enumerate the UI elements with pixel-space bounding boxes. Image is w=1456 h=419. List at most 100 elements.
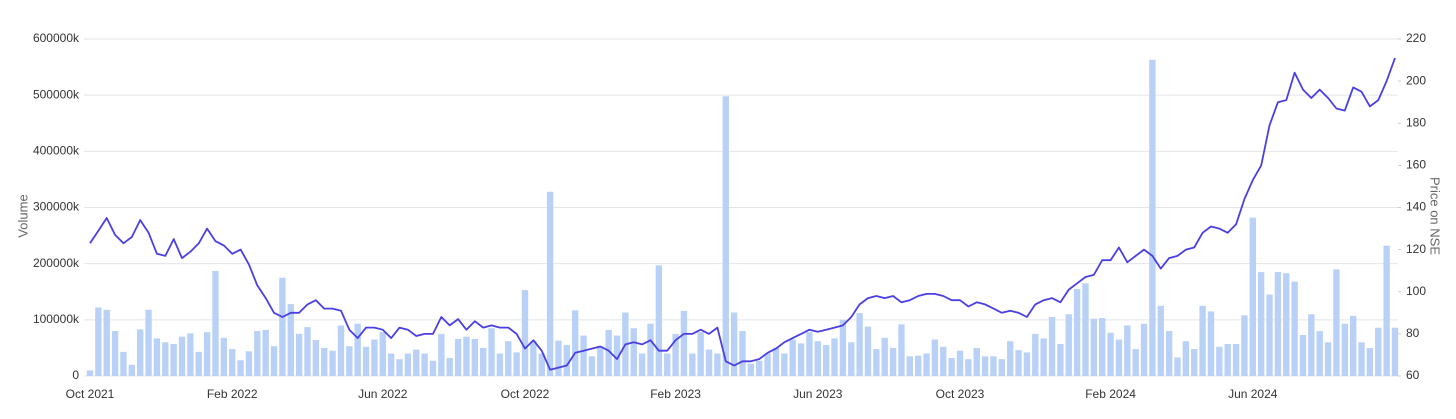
volume-bar (647, 323, 654, 376)
volume-bar (797, 343, 805, 376)
volume-bar (471, 338, 478, 376)
volume-bar (881, 337, 888, 376)
volume-bar (588, 356, 596, 376)
volume-bar (1324, 342, 1332, 376)
volume-bar (145, 309, 152, 376)
x-tick-label: Jun 2022 (358, 387, 408, 401)
volume-bar (137, 329, 144, 376)
volume-bar (940, 346, 947, 376)
volume-bar (304, 327, 311, 376)
volume-bar (1266, 294, 1273, 376)
volume-bar (187, 333, 194, 376)
volume-bar (379, 332, 386, 376)
volume-bar (1149, 59, 1156, 376)
volume-bar (1107, 332, 1114, 376)
volume-bar (337, 325, 345, 376)
volume-bar (1299, 334, 1307, 376)
volume-bar (521, 290, 529, 376)
volume-bar (170, 343, 177, 376)
volume-bar (739, 331, 746, 376)
volume-bar (1283, 273, 1290, 376)
volume-bar (1349, 315, 1357, 376)
volume-bar (1174, 357, 1181, 376)
volume-bar (889, 347, 897, 376)
volume-bar (1316, 331, 1323, 376)
volume-bar (856, 313, 863, 376)
volume-bar (120, 351, 127, 376)
volume-bar (446, 358, 453, 376)
volume-bar (463, 336, 470, 376)
volume-bar (1224, 343, 1231, 376)
volume-bar (220, 337, 228, 376)
y2-tick-label: 160 (1406, 158, 1426, 172)
volume-bar (1241, 315, 1248, 376)
y2-axis-title: Price on NSE (1428, 177, 1443, 255)
volume-bar (990, 356, 997, 376)
volume-bar (538, 353, 545, 376)
volume-bar (730, 312, 738, 376)
volume-bar (1207, 311, 1215, 376)
volume-bar (1023, 352, 1031, 376)
volume-bar (1048, 317, 1056, 376)
volume-bar (789, 339, 796, 376)
volume-bar (864, 326, 872, 376)
volume-bar (914, 355, 922, 376)
y2-tick-label: 180 (1406, 115, 1426, 129)
volume-bar (1099, 318, 1106, 376)
volume-bar (513, 352, 520, 376)
volume-bar (295, 333, 303, 376)
volume-bar (287, 304, 294, 376)
volume-bar (496, 353, 504, 376)
volume-bar (931, 339, 939, 376)
volume-bar (429, 360, 437, 376)
volume-bar (956, 350, 964, 376)
volume-bar (981, 356, 989, 376)
volume-bar (1366, 347, 1374, 376)
volume-bar (86, 370, 94, 376)
volume-bar (998, 359, 1006, 376)
price-line (89, 57, 1396, 371)
y-axis-title: Volume (15, 194, 30, 237)
volume-bar (162, 342, 169, 376)
y-tick-label: 400000k (33, 144, 80, 158)
volume-bar (747, 363, 755, 376)
volume-bar (806, 332, 813, 376)
volume-bar (1391, 327, 1399, 376)
x-tick-label: Jun 2024 (1228, 387, 1278, 401)
volume-bar (488, 328, 495, 376)
volume-bar (421, 353, 428, 376)
volume-bar (722, 96, 729, 376)
volume-bar (555, 340, 562, 376)
volume-bar (479, 347, 487, 376)
volume-bar (1032, 333, 1039, 376)
volume-bar (597, 346, 604, 376)
volume-bar (781, 353, 788, 376)
y-tick-label: 0 (72, 368, 79, 382)
volume-bar (262, 329, 269, 376)
volume-bar (128, 364, 136, 376)
y-tick-label: 200000k (33, 256, 80, 270)
volume-bar (1132, 349, 1139, 376)
volume-bar (839, 319, 847, 376)
volume-bar (270, 346, 278, 376)
volume-bar (546, 191, 554, 376)
y-tick-label: 100000k (33, 312, 80, 326)
volume-bar (923, 353, 930, 376)
volume-bar (1007, 341, 1014, 376)
volume-bar (705, 349, 713, 376)
volume-bar (362, 346, 370, 376)
volume-bar (396, 359, 403, 376)
y2-tick-label: 80 (1406, 326, 1420, 340)
volume-bar (1274, 272, 1282, 376)
volume-bar (229, 349, 236, 376)
volume-bar (1358, 342, 1365, 376)
x-tick-label: Oct 2023 (936, 387, 985, 401)
y2-tick-label: 120 (1406, 242, 1426, 256)
volume-bar (613, 335, 621, 376)
volume-bar (655, 265, 663, 376)
volume-bar (638, 353, 646, 376)
volume-bar (530, 341, 537, 376)
volume-bar (1073, 288, 1081, 376)
x-tick-label: Feb 2024 (1085, 387, 1136, 401)
volume-bar (1157, 305, 1164, 376)
